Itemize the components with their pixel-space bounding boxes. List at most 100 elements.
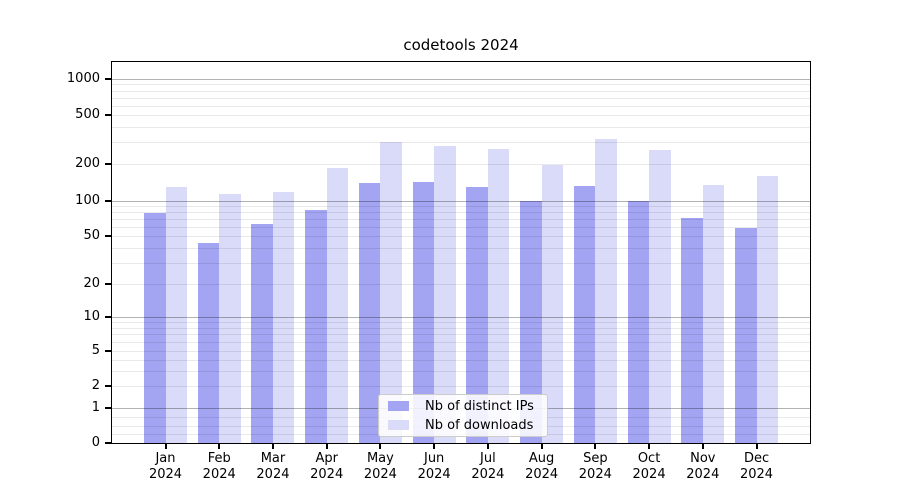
legend: Nb of distinct IPs Nb of downloads xyxy=(378,394,548,437)
x-tick-mark xyxy=(594,443,597,449)
bar-sep-ips xyxy=(573,185,596,443)
x-tick-mark xyxy=(218,443,221,449)
gridline-minor xyxy=(112,164,810,165)
gridline-minor xyxy=(112,351,810,352)
x-tick-label: Apr 2024 xyxy=(310,451,344,482)
y-tick-mark xyxy=(105,316,112,318)
gridline-minor xyxy=(112,386,810,387)
y-tick-label: 500 xyxy=(75,107,100,122)
x-tick-mark xyxy=(755,443,758,449)
y-tick-label: 5 xyxy=(91,343,100,358)
x-tick-mark xyxy=(540,443,543,449)
gridline-minor xyxy=(112,247,810,249)
legend-label-downloads: Nb of downloads xyxy=(425,417,534,433)
gridline-minor xyxy=(112,342,810,344)
bar-jun-ips xyxy=(412,182,435,443)
bar-jun-downloads xyxy=(434,146,456,443)
y-tick-mark xyxy=(105,385,112,387)
bar-aug-downloads xyxy=(541,165,564,443)
y-tick-label: 200 xyxy=(75,156,100,171)
gridline-minor xyxy=(112,126,810,128)
bar-jul-downloads xyxy=(487,148,510,443)
gridline-minor xyxy=(112,219,810,220)
x-tick-label: Nov 2024 xyxy=(686,451,720,482)
x-tick-label: Oct 2024 xyxy=(632,451,666,482)
x-tick-label: Jan 2024 xyxy=(148,451,183,482)
x-tick-label: Jul 2024 xyxy=(471,451,505,482)
y-tick-mark xyxy=(105,78,112,80)
x-tick-mark xyxy=(379,443,382,449)
legend-item-distinct-ips: Nb of distinct IPs xyxy=(388,398,547,414)
gridline-minor xyxy=(112,334,810,336)
gridline-minor xyxy=(112,284,810,285)
y-tick-label: 1 xyxy=(91,400,100,415)
gridline-minor xyxy=(112,142,810,144)
y-tick-label: 0 xyxy=(91,435,100,450)
gridline-major xyxy=(112,317,810,318)
gridline-minor xyxy=(112,212,810,214)
gridline-minor xyxy=(112,206,810,208)
legend-swatch-distinct-ips xyxy=(388,401,409,411)
gridline-minor xyxy=(112,370,810,372)
gridline-major xyxy=(112,79,810,80)
bar-mar-downloads xyxy=(272,192,295,443)
y-tick-mark xyxy=(105,200,112,202)
x-tick-label: Jun 2024 xyxy=(417,451,451,482)
gridline-minor xyxy=(112,359,810,361)
x-tick-label: Dec 2024 xyxy=(739,451,774,482)
bar-may-downloads xyxy=(380,142,402,443)
bar-feb-ips xyxy=(197,242,220,443)
bar-feb-downloads xyxy=(219,193,241,443)
bar-jul-ips xyxy=(466,186,488,443)
bar-apr-downloads xyxy=(326,168,349,443)
x-tick-label: Feb 2024 xyxy=(202,451,236,482)
chart-title: codetools 2024 xyxy=(403,36,519,54)
y-tick-mark xyxy=(105,163,112,165)
gridline-major xyxy=(112,201,810,202)
legend-label-distinct-ips: Nb of distinct IPs xyxy=(425,398,534,414)
bar-may-ips xyxy=(358,183,381,443)
y-tick-mark xyxy=(105,407,112,409)
gridline-minor xyxy=(112,236,810,237)
bar-sep-downloads xyxy=(595,138,617,443)
legend-swatch-downloads xyxy=(388,420,409,430)
bar-dec-downloads xyxy=(756,175,779,443)
bar-dec-ips xyxy=(735,227,757,443)
x-tick-mark xyxy=(648,443,651,449)
y-tick-mark xyxy=(105,350,112,352)
gridline-minor xyxy=(112,327,810,329)
gridline-minor xyxy=(112,105,810,107)
bar-nov-ips xyxy=(681,217,703,443)
gridline-minor xyxy=(112,226,810,228)
y-tick-mark xyxy=(105,114,112,116)
x-tick-mark xyxy=(701,443,704,449)
x-tick-label: Sep 2024 xyxy=(578,451,612,482)
y-tick-mark xyxy=(105,283,112,285)
gridline-minor xyxy=(112,115,810,116)
bar-oct-ips xyxy=(627,201,650,443)
plot-area: Nb of distinct IPs Nb of downloads 0 1 2 5 1… xyxy=(67,60,811,482)
y-tick-label: 20 xyxy=(83,276,100,291)
bar-jan-ips xyxy=(144,212,166,443)
bar-aug-ips xyxy=(520,201,542,443)
y-tick-label: 10 xyxy=(83,309,100,324)
y-tick-label: 1000 xyxy=(66,71,100,86)
gridline-minor xyxy=(112,84,810,86)
gridline-minor xyxy=(112,262,810,264)
x-tick-mark xyxy=(486,443,489,449)
bar-apr-ips xyxy=(305,209,327,443)
x-tick-mark xyxy=(325,443,328,449)
x-tick-label: Aug 2024 xyxy=(525,451,559,482)
y-tick-mark xyxy=(105,235,112,237)
x-tick-mark xyxy=(271,443,274,449)
x-tick-label: Mar 2024 xyxy=(256,451,290,482)
gridline-minor xyxy=(112,97,810,99)
y-tick-label: 2 xyxy=(91,378,100,393)
y-tick-mark xyxy=(105,442,112,444)
bar-jan-downloads xyxy=(165,186,187,443)
x-tick-mark xyxy=(164,443,167,449)
bar-mar-ips xyxy=(251,223,273,443)
legend-item-downloads: Nb of downloads xyxy=(388,417,547,433)
bar-oct-downloads xyxy=(649,149,671,443)
